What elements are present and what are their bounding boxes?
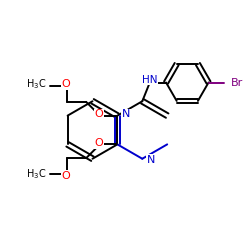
Text: O: O — [94, 138, 103, 148]
Text: H$_3$C: H$_3$C — [26, 78, 46, 91]
Text: N: N — [122, 110, 130, 120]
Text: O: O — [62, 80, 70, 90]
Text: Br: Br — [231, 78, 243, 88]
Text: O: O — [62, 170, 70, 180]
Text: O: O — [94, 110, 103, 120]
Text: HN: HN — [142, 74, 158, 85]
Text: N: N — [147, 155, 155, 165]
Text: H$_3$C: H$_3$C — [26, 168, 46, 181]
